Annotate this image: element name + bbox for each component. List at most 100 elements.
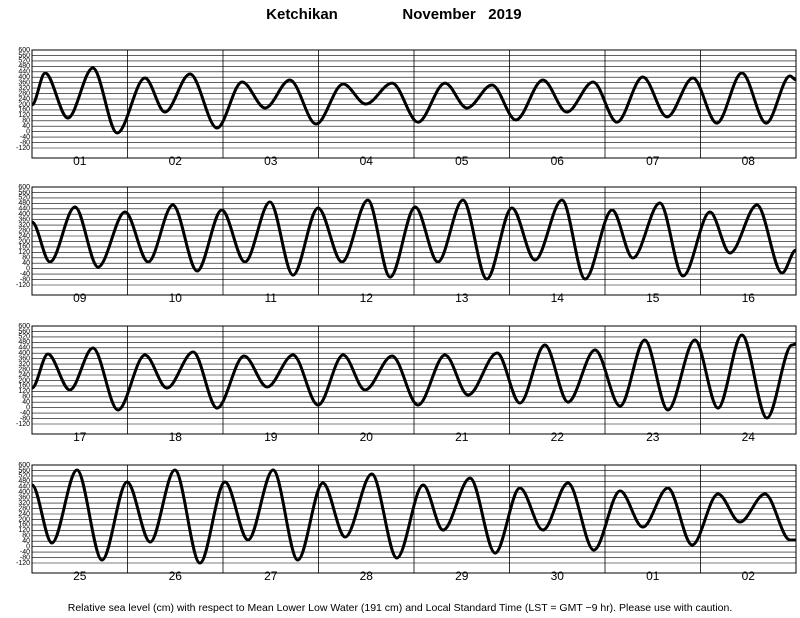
tide-line	[30, 468, 796, 565]
y-tick-label: -120	[16, 421, 30, 428]
y-tick-label: 560	[18, 467, 30, 474]
y-tick-label: 200	[18, 238, 30, 245]
y-tick-label: 400	[18, 350, 30, 357]
y-tick-label: 240	[18, 96, 30, 103]
y-tick-label: 200	[18, 377, 30, 384]
y-tick-label: 40	[22, 123, 30, 130]
day-label: 10	[169, 291, 183, 305]
y-tick-label: -80	[20, 554, 30, 561]
y-tick-label: 280	[18, 505, 30, 512]
day-label: 19	[264, 430, 278, 444]
tide-line	[30, 66, 797, 135]
y-tick-label: 0	[26, 129, 30, 136]
y-tick-label: 40	[22, 538, 30, 545]
day-label: 17	[73, 430, 87, 444]
y-tick-label: 360	[18, 495, 30, 502]
chart-period: November 2019	[402, 6, 521, 23]
y-tick-label: 120	[18, 388, 30, 395]
y-tick-label: 160	[18, 522, 30, 529]
y-tick-label: 80	[22, 533, 30, 540]
day-label: 22	[551, 430, 565, 444]
y-tick-label: 520	[18, 473, 30, 480]
day-label: 02	[169, 154, 183, 168]
y-tick-label: 240	[18, 233, 30, 240]
y-tick-label: 600	[18, 462, 30, 469]
day-label: 05	[455, 154, 469, 168]
footer-note: Relative sea level (cm) with respect to …	[68, 602, 733, 614]
panel-frame	[31, 325, 797, 435]
day-label: 14	[551, 291, 565, 305]
y-tick-label: 40	[22, 260, 30, 267]
y-tick-label: 520	[18, 334, 30, 341]
y-tick-label: 400	[18, 74, 30, 81]
y-tick-label: 0	[26, 544, 30, 551]
day-label: 02	[742, 569, 756, 583]
day-label: 06	[551, 154, 565, 168]
y-tick-label: -120	[16, 560, 30, 567]
y-tick-label: 320	[18, 222, 30, 229]
y-tick-label: 80	[22, 255, 30, 262]
day-label: 12	[360, 291, 374, 305]
y-tick-label: -80	[20, 139, 30, 146]
day-label: 26	[169, 569, 183, 583]
y-tick-label: 80	[22, 394, 30, 401]
panel-frame	[31, 186, 797, 296]
y-tick-label: 440	[18, 484, 30, 491]
y-tick-label: 560	[18, 328, 30, 335]
day-label: 01	[646, 569, 660, 583]
y-tick-label: 360	[18, 80, 30, 87]
y-tick-label: -120	[16, 282, 30, 289]
day-label: 21	[455, 430, 469, 444]
y-tick-label: 240	[18, 511, 30, 518]
day-label: 01	[73, 154, 87, 168]
day-label: 25	[73, 569, 87, 583]
panel-frame	[31, 464, 797, 574]
day-label: 08	[742, 154, 756, 168]
y-tick-label: -80	[20, 415, 30, 422]
y-tick-label: 480	[18, 63, 30, 70]
day-label: 16	[742, 291, 756, 305]
y-tick-label: 200	[18, 516, 30, 523]
y-tick-label: 480	[18, 478, 30, 485]
day-label: 20	[360, 430, 374, 444]
y-tick-label: 80	[22, 118, 30, 125]
day-label: 13	[455, 291, 469, 305]
y-tick-label: 120	[18, 249, 30, 256]
y-tick-label: 120	[18, 527, 30, 534]
day-label: 07	[646, 154, 660, 168]
y-tick-label: 560	[18, 52, 30, 59]
day-label: 29	[455, 569, 469, 583]
y-tick-label: 280	[18, 90, 30, 97]
y-tick-label: 400	[18, 211, 30, 218]
y-tick-label: 520	[18, 58, 30, 65]
y-tick-label: 160	[18, 244, 30, 251]
chart-title: Ketchikan	[266, 6, 338, 23]
y-tick-label: 480	[18, 339, 30, 346]
y-tick-label: -120	[16, 145, 30, 152]
y-tick-label: -40	[20, 410, 30, 417]
y-tick-label: 0	[26, 405, 30, 412]
y-tick-label: -40	[20, 134, 30, 141]
y-tick-label: 160	[18, 107, 30, 114]
day-label: 09	[73, 291, 87, 305]
y-tick-label: 120	[18, 112, 30, 119]
y-tick-label: 440	[18, 206, 30, 213]
y-tick-label: 40	[22, 399, 30, 406]
y-tick-label: 480	[18, 200, 30, 207]
y-tick-label: 240	[18, 372, 30, 379]
day-label: 04	[360, 154, 374, 168]
day-label: 24	[742, 430, 756, 444]
y-tick-label: 440	[18, 345, 30, 352]
y-tick-label: 320	[18, 85, 30, 92]
y-tick-label: 0	[26, 266, 30, 273]
day-label: 28	[360, 569, 374, 583]
y-tick-label: -80	[20, 276, 30, 283]
y-tick-label: -40	[20, 271, 30, 278]
tide-line	[30, 198, 797, 281]
y-tick-label: 320	[18, 500, 30, 507]
y-tick-label: 440	[18, 69, 30, 76]
y-tick-label: 160	[18, 383, 30, 390]
day-label: 18	[169, 430, 183, 444]
y-tick-label: 600	[18, 323, 30, 330]
